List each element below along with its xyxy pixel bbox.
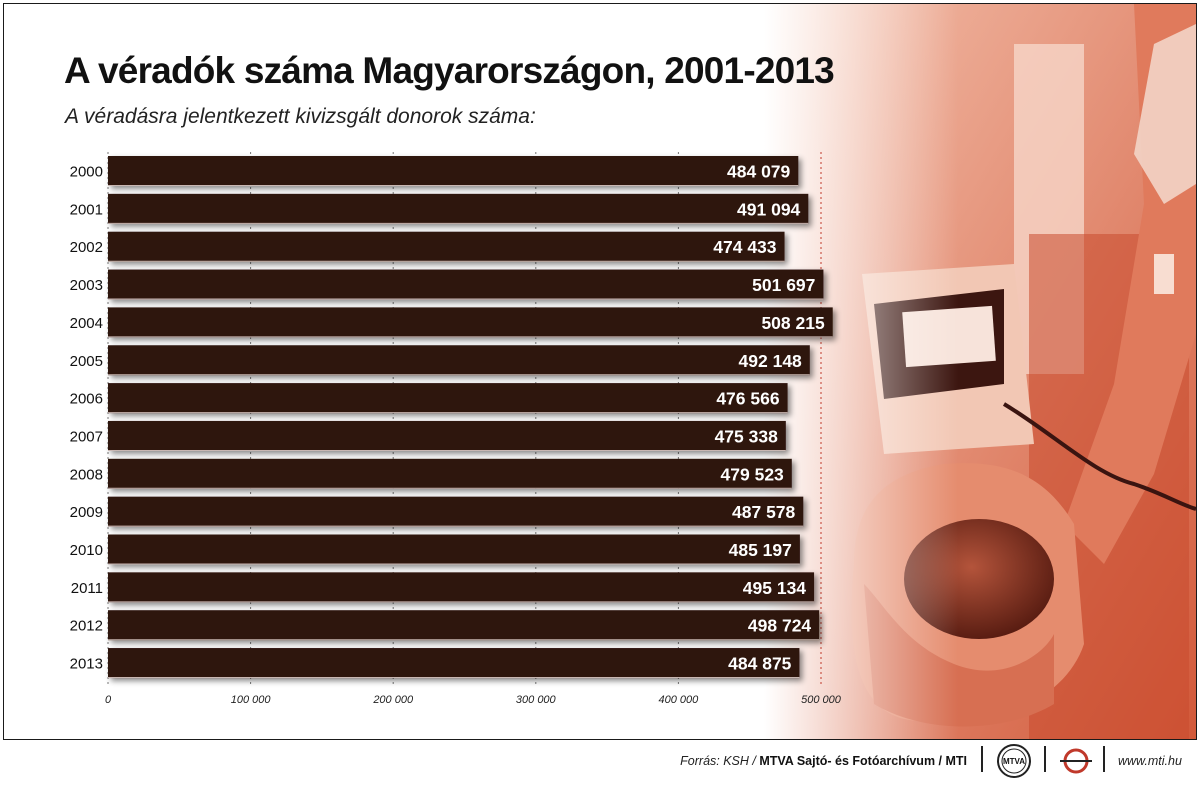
website-url: www.mti.hu bbox=[1118, 754, 1182, 768]
year-label: 2010 bbox=[70, 542, 103, 559]
year-label: 2009 bbox=[70, 504, 103, 521]
bar bbox=[108, 156, 799, 186]
value-label: 492 148 bbox=[739, 351, 803, 371]
source-prefix: Forrás: KSH / bbox=[680, 754, 760, 768]
bar bbox=[108, 345, 810, 376]
bar-chart: 2000 484 079 2001 491 094 2002 474 433 2003 501… bbox=[70, 152, 842, 706]
source-credit: Forrás: KSH / MTVA Sajtó- és Fotóarchívu… bbox=[680, 754, 967, 768]
mtva-logo: MTVA bbox=[997, 744, 1031, 778]
bar bbox=[108, 383, 788, 414]
year-label: 2012 bbox=[70, 618, 103, 635]
year-label: 2011 bbox=[71, 580, 103, 597]
value-label: 495 134 bbox=[743, 578, 807, 598]
value-label: 474 433 bbox=[713, 237, 777, 257]
value-label: 491 094 bbox=[737, 199, 801, 219]
mti-logo bbox=[1060, 748, 1092, 774]
year-label: 2003 bbox=[70, 277, 103, 294]
value-label: 484 079 bbox=[727, 162, 791, 182]
year-label: 2008 bbox=[70, 466, 103, 483]
x-tick-label: 500 000 bbox=[801, 694, 842, 706]
year-label: 2002 bbox=[70, 239, 103, 256]
value-label: 484 875 bbox=[728, 654, 792, 674]
x-tick-label: 0 bbox=[105, 694, 112, 706]
year-label: 2013 bbox=[70, 656, 103, 673]
blood-donation-photo bbox=[764, 4, 1196, 739]
separator bbox=[1103, 746, 1105, 772]
chart-subtitle: A véradásra jelentkezett kivizsgált dono… bbox=[65, 105, 536, 128]
value-label: 485 197 bbox=[729, 540, 792, 560]
x-tick-label: 300 000 bbox=[516, 694, 557, 706]
bar bbox=[108, 193, 809, 224]
bar bbox=[108, 458, 792, 489]
value-label: 475 338 bbox=[715, 426, 779, 446]
separator bbox=[981, 746, 983, 772]
footer: Forrás: KSH / MTVA Sajtó- és Fotóarchívu… bbox=[0, 738, 1200, 786]
bar bbox=[108, 572, 815, 603]
chart-title: A véradók száma Magyarországon, 2001-201… bbox=[64, 50, 835, 91]
bar bbox=[108, 307, 833, 338]
year-label: 2005 bbox=[70, 353, 103, 370]
bar bbox=[108, 610, 820, 641]
x-axis-ticks: 0 100 000 200 000 300 000 400 000 500 000 bbox=[105, 694, 842, 706]
bar bbox=[108, 420, 786, 451]
bar bbox=[108, 496, 804, 527]
year-label: 2006 bbox=[70, 391, 103, 408]
bar bbox=[108, 534, 800, 565]
value-label: 476 566 bbox=[716, 389, 780, 409]
source-agency: MTVA Sajtó- és Fotóarchívum / MTI bbox=[759, 754, 967, 768]
year-label: 2000 bbox=[70, 164, 103, 181]
year-label: 2004 bbox=[70, 315, 103, 332]
value-label: 501 697 bbox=[752, 275, 815, 295]
value-label: 487 578 bbox=[732, 502, 796, 522]
bar bbox=[108, 648, 800, 679]
bar bbox=[108, 231, 785, 262]
value-label: 479 523 bbox=[721, 464, 785, 484]
infographic-frame: A véradók száma Magyarországon, 2001-201… bbox=[3, 3, 1197, 740]
x-tick-label: 100 000 bbox=[231, 694, 272, 706]
mtva-logo-text: MTVA bbox=[1003, 757, 1025, 766]
year-label: 2001 bbox=[70, 201, 103, 218]
x-tick-label: 200 000 bbox=[372, 694, 414, 706]
value-label: 508 215 bbox=[761, 313, 825, 333]
bar bbox=[108, 269, 824, 300]
value-label: 498 724 bbox=[748, 616, 812, 636]
separator bbox=[1044, 746, 1046, 772]
year-label: 2007 bbox=[70, 428, 103, 445]
x-tick-label: 400 000 bbox=[659, 694, 700, 706]
bars: 2000 484 079 2001 491 094 2002 474 433 2003 501… bbox=[70, 156, 833, 679]
